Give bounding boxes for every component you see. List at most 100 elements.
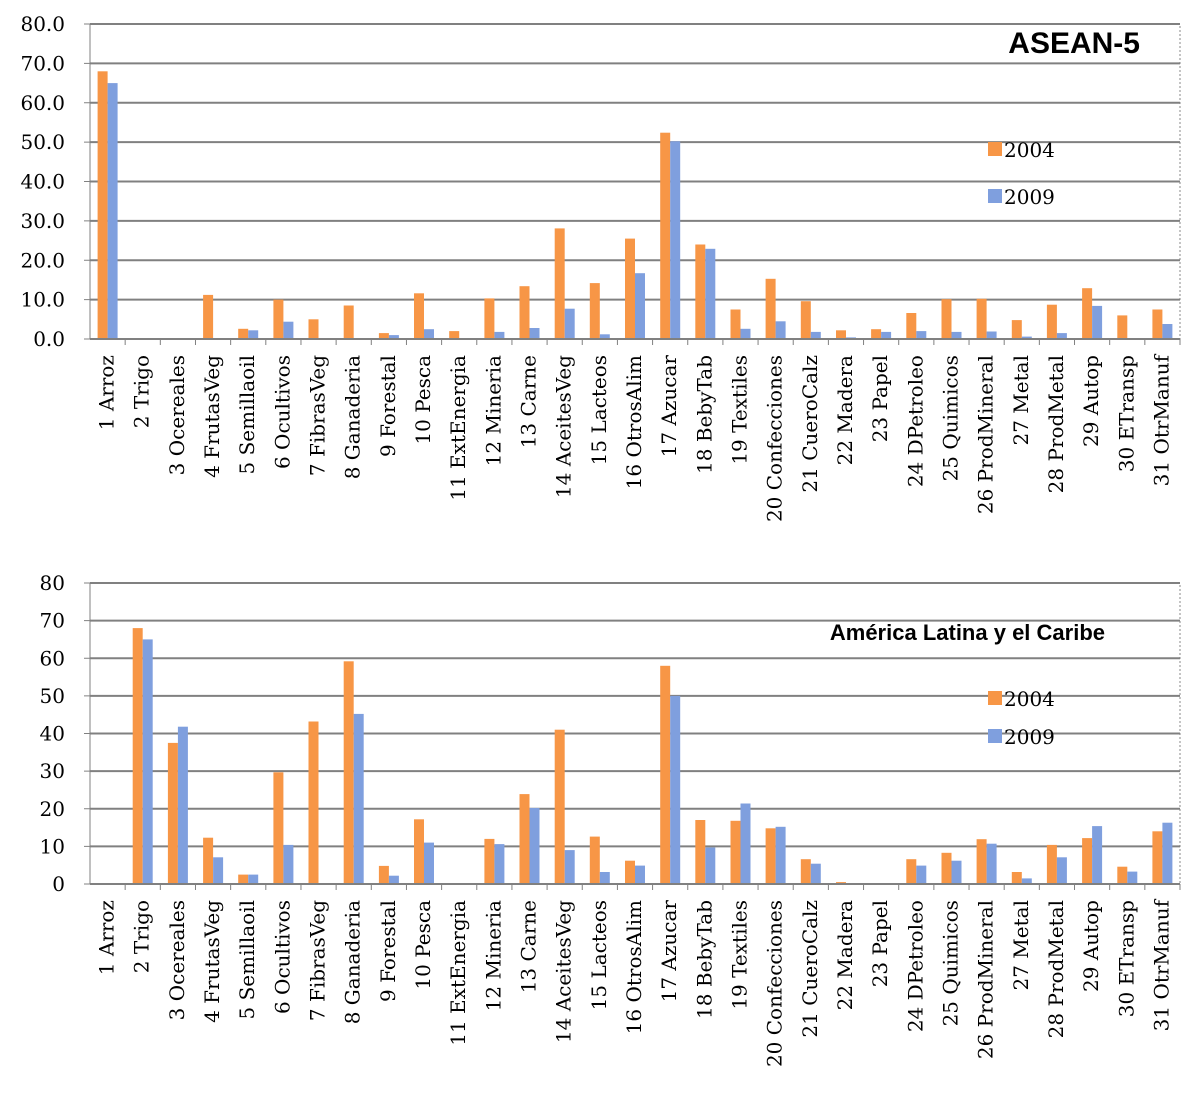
y-tick-label: 80.0 [20, 12, 65, 36]
bar-2009-5 [248, 330, 259, 339]
y-tick-label: 50.0 [20, 130, 65, 154]
legend-swatch-2009 [988, 189, 1002, 203]
bar-2004-26 [976, 298, 987, 339]
bar-2009-4 [213, 857, 224, 884]
bar-2009-26 [986, 331, 997, 339]
bar-2009-25 [951, 860, 962, 884]
category-label: 22 Madera [833, 355, 857, 465]
category-label: 31 OtrManuf [1149, 898, 1173, 1031]
legend-label-2009: 2009 [1004, 185, 1055, 209]
bar-2009-31 [1162, 822, 1173, 884]
category-label: 13 Carne [517, 900, 541, 993]
bar-2009-17 [670, 695, 681, 884]
category-label: 15 Lacteos [587, 355, 611, 465]
category-label: 5 Semillaoil [235, 355, 259, 475]
legend-swatch-2004 [988, 691, 1002, 705]
bar-2009-5 [248, 874, 259, 884]
y-tick-label: 30.0 [20, 209, 65, 233]
bar-2004-18 [695, 244, 706, 339]
category-label: 31 OtrManuf [1149, 353, 1173, 486]
bar-2004-7 [308, 721, 319, 884]
bar-2004-10 [414, 293, 424, 339]
bar-2004-8 [343, 305, 354, 339]
y-tick-label: 30 [40, 759, 65, 783]
chart-title: ASEAN-5 [1008, 27, 1140, 60]
y-tick-label: 60.0 [20, 91, 65, 115]
category-label: 21 CueroCalz [798, 355, 822, 493]
bar-2009-20 [775, 826, 786, 884]
category-label: 7 FibrasVeg [306, 900, 330, 1021]
y-tick-label: 0.0 [33, 327, 65, 351]
bar-2009-12 [494, 331, 505, 339]
category-label: 18 BebyTab [692, 355, 716, 474]
bar-2009-20 [775, 321, 786, 339]
category-label: 23 Papel [868, 355, 892, 442]
bar-2009-3 [177, 726, 188, 884]
bar-2004-9 [378, 333, 389, 339]
legend-label-2004: 2004 [1004, 138, 1055, 162]
bar-2004-14 [554, 729, 565, 884]
bar-2004-12 [484, 838, 495, 884]
category-label: 28 ProdMetal [1044, 355, 1068, 493]
bar-2004-27 [1011, 872, 1022, 884]
category-label: 1 Arroz [95, 900, 119, 975]
category-label: 11 ExtEnergia [446, 900, 470, 1046]
legend-swatch-2004 [988, 142, 1002, 156]
bar-2004-15 [589, 836, 600, 884]
category-label: 10 Pesca [411, 355, 435, 445]
bar-2004-6 [273, 299, 284, 339]
category-label: 19 Textiles [728, 900, 752, 1010]
category-label: 8 Ganaderia [341, 355, 365, 479]
category-label: 9 Forestal [376, 900, 400, 1002]
y-tick-label: 60 [40, 646, 65, 670]
category-label: 3 Ocereales [165, 355, 189, 475]
category-label: 13 Carne [517, 355, 541, 448]
category-label: 25 Quimicos [939, 355, 963, 481]
bar-2009-15 [599, 872, 610, 884]
bar-2004-27 [1011, 320, 1022, 339]
bar-2009-19 [740, 328, 751, 339]
y-tick-label: 70.0 [20, 51, 65, 75]
bar-2004-31 [1152, 831, 1163, 884]
category-label: 2 Trigo [130, 900, 154, 973]
bar-2009-6 [283, 321, 294, 339]
bar-2004-16 [625, 860, 635, 884]
bar-2009-14 [564, 850, 575, 884]
category-label: 26 ProdMineral [974, 355, 998, 514]
category-label: 29 Autop [1079, 900, 1103, 992]
y-tick-label: 10.0 [20, 288, 65, 312]
bar-2004-24 [906, 859, 917, 884]
category-label: 4 FrutasVeg [200, 355, 224, 478]
category-label: 30 ETransp [1114, 900, 1138, 1017]
bar-2004-15 [589, 283, 600, 339]
category-label: 6 Ocultivos [270, 355, 294, 469]
y-tick-label: 0 [52, 872, 65, 896]
bar-2004-1 [97, 71, 108, 340]
category-label: 29 Autop [1079, 355, 1103, 447]
bar-2004-12 [484, 298, 495, 339]
bar-2009-24 [916, 331, 927, 339]
category-label: 19 Textiles [728, 355, 752, 465]
bar-2004-2 [132, 628, 143, 884]
category-label: 4 FrutasVeg [200, 900, 224, 1023]
category-label: 20 Confecciones [763, 355, 787, 522]
bar-2004-13 [519, 286, 530, 339]
category-label: 3 Ocereales [165, 900, 189, 1020]
bar-2009-21 [810, 863, 821, 884]
bar-2009-24 [916, 865, 927, 884]
bar-2004-25 [941, 299, 952, 339]
category-label: 27 Metal [1009, 900, 1033, 990]
category-label: 2 Trigo [130, 355, 154, 428]
bar-2009-16 [635, 273, 645, 339]
category-label: 14 AceitesVeg [552, 900, 576, 1043]
bar-2004-7 [308, 319, 319, 339]
category-label: 18 BebyTab [692, 900, 716, 1019]
bar-2004-4 [203, 294, 214, 339]
category-label: 21 CueroCalz [798, 900, 822, 1038]
bar-2009-27 [1021, 878, 1032, 884]
bar-2004-26 [976, 839, 987, 884]
bar-2009-8 [353, 713, 364, 884]
bar-2004-28 [1046, 304, 1057, 339]
bar-2004-8 [343, 661, 354, 884]
